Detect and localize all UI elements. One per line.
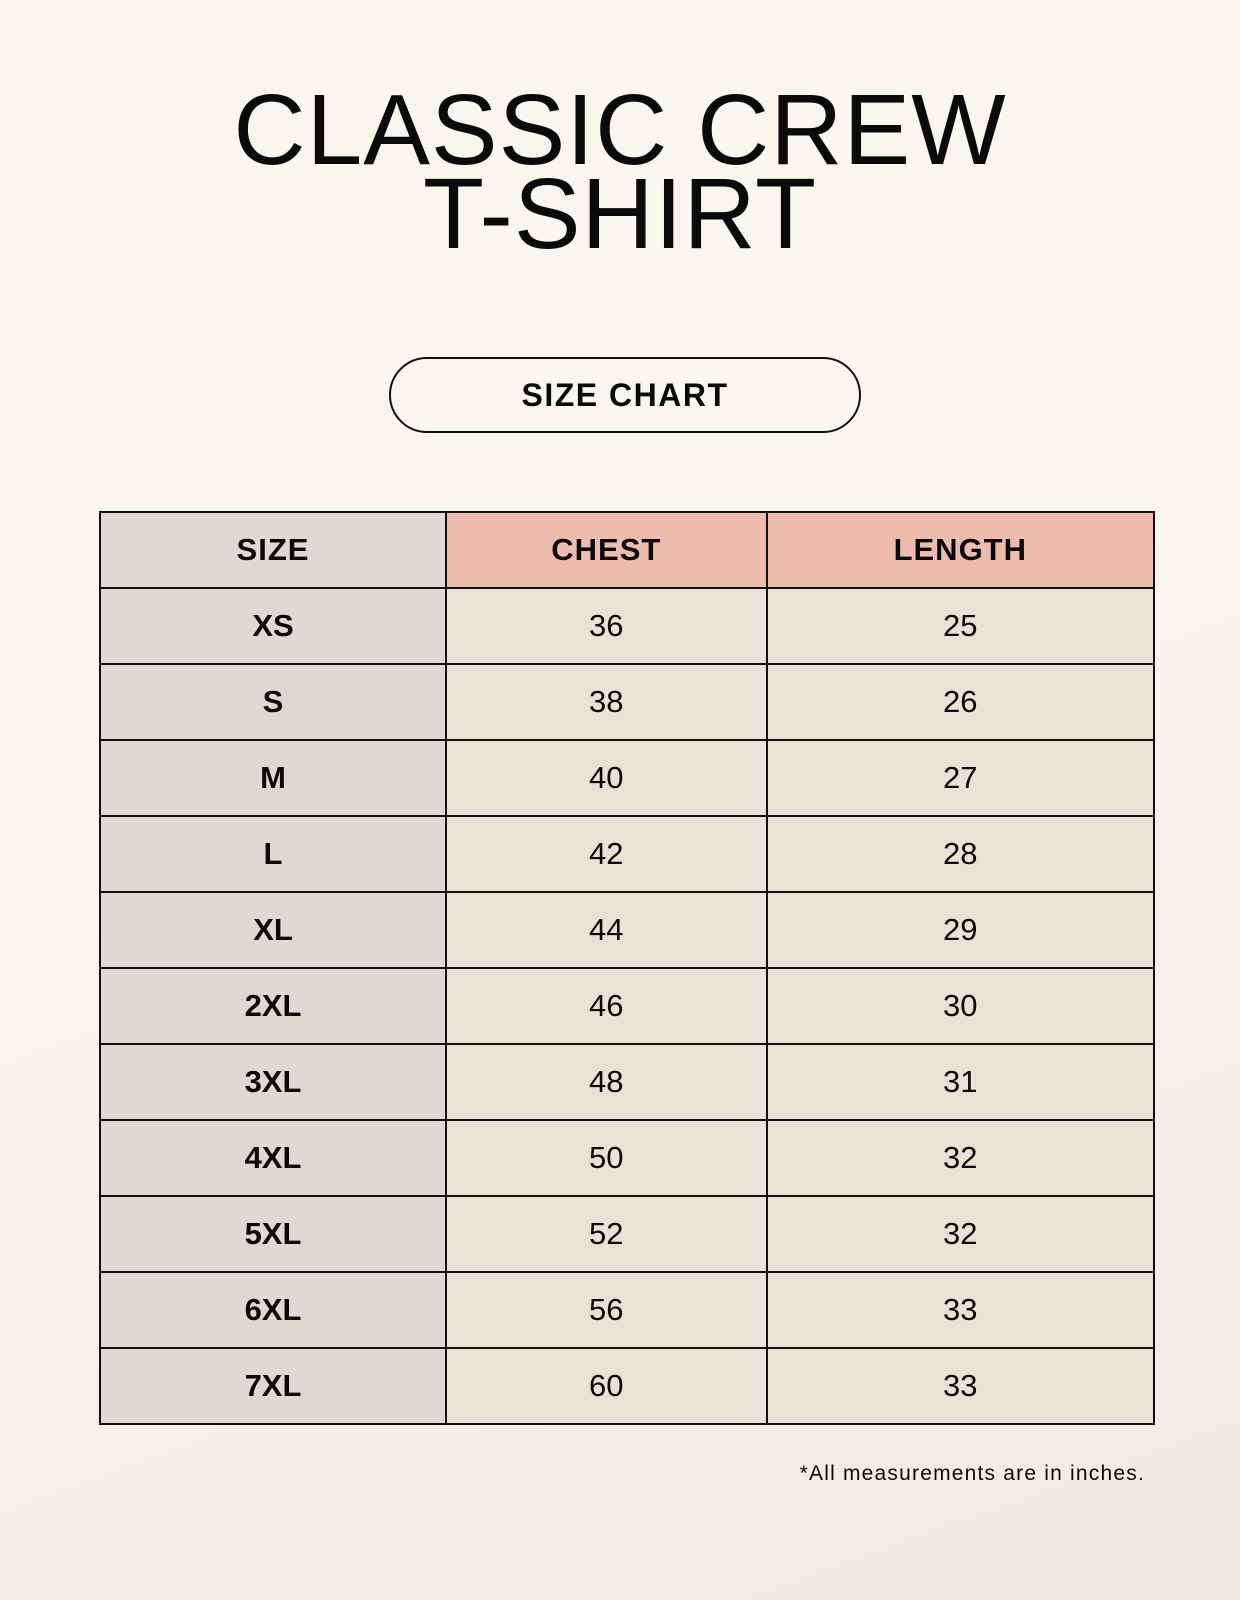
chest-cell: 52 (445, 1195, 768, 1273)
size-cell: 3XL (99, 1043, 447, 1121)
table-row: S 38 26 (99, 663, 1156, 741)
chest-cell: 48 (445, 1043, 768, 1121)
table-row: L 42 28 (99, 815, 1156, 893)
title-line-1: CLASSIC CREW (233, 74, 1007, 186)
table-row: M 40 27 (99, 739, 1156, 817)
header-size: SIZE (99, 511, 447, 589)
length-cell: 28 (765, 815, 1156, 893)
chest-cell: 36 (445, 587, 768, 665)
size-cell: 4XL (99, 1119, 447, 1197)
size-cell: 6XL (99, 1271, 447, 1349)
length-cell: 30 (765, 967, 1156, 1045)
length-cell: 33 (765, 1347, 1156, 1425)
chest-cell: 50 (445, 1119, 768, 1197)
size-cell: 5XL (99, 1195, 447, 1273)
size-cell: 7XL (99, 1347, 447, 1425)
chest-cell: 56 (445, 1271, 768, 1349)
length-cell: 33 (765, 1271, 1156, 1349)
header-chest: CHEST (445, 511, 768, 589)
length-cell: 29 (765, 891, 1156, 969)
table-row: XS 36 25 (99, 587, 1156, 665)
table-row: 7XL 60 33 (99, 1347, 1156, 1425)
size-cell: 2XL (99, 967, 447, 1045)
size-cell: S (99, 663, 447, 741)
table-row: 5XL 52 32 (99, 1195, 1156, 1273)
table-row: 3XL 48 31 (99, 1043, 1156, 1121)
chest-cell: 44 (445, 891, 768, 969)
length-cell: 27 (765, 739, 1156, 817)
page-title: CLASSIC CREW T-SHIRT (0, 74, 1240, 270)
table-row: XL 44 29 (99, 891, 1156, 969)
size-cell: M (99, 739, 447, 817)
length-cell: 32 (765, 1195, 1156, 1273)
size-cell: L (99, 815, 447, 893)
chest-cell: 42 (445, 815, 768, 893)
size-table: SIZE CHEST LENGTH XS 36 25 S 38 26 M 40 27 L 42 28 X… (99, 511, 1156, 1425)
length-cell: 26 (765, 663, 1156, 741)
table-header-row: SIZE CHEST LENGTH (99, 511, 1156, 589)
title-line-2: T-SHIRT (422, 158, 818, 270)
footnote: *All measurements are in inches. (799, 1462, 1145, 1485)
size-chart-badge: SIZE CHART (389, 357, 861, 433)
length-cell: 32 (765, 1119, 1156, 1197)
table-row: 4XL 50 32 (99, 1119, 1156, 1197)
chest-cell: 38 (445, 663, 768, 741)
chest-cell: 60 (445, 1347, 768, 1425)
header-length: LENGTH (765, 511, 1156, 589)
chest-cell: 40 (445, 739, 768, 817)
length-cell: 31 (765, 1043, 1156, 1121)
size-cell: XL (99, 891, 447, 969)
chest-cell: 46 (445, 967, 768, 1045)
table-row: 6XL 56 33 (99, 1271, 1156, 1349)
size-cell: XS (99, 587, 447, 665)
table-row: 2XL 46 30 (99, 967, 1156, 1045)
length-cell: 25 (765, 587, 1156, 665)
